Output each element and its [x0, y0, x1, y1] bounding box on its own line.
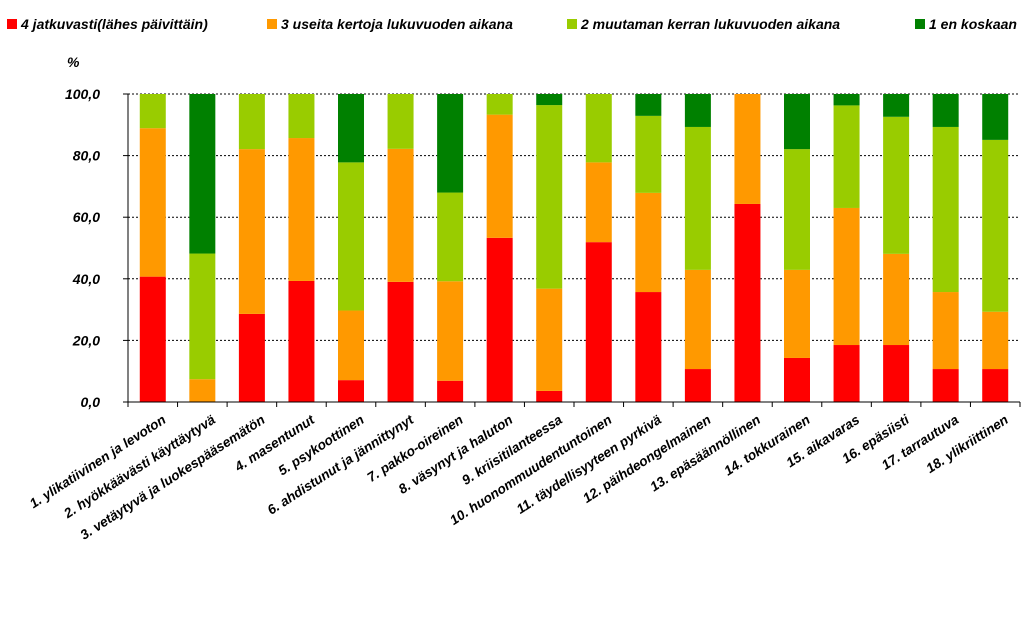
- legend-item: 2 muutaman kerran lukuvuoden aikana: [567, 15, 840, 33]
- bar-segment: [338, 380, 364, 402]
- bar-segment: [189, 94, 216, 254]
- y-tick-label: 100,0: [65, 86, 100, 102]
- bar-segment: [238, 313, 265, 402]
- legend-swatch: [267, 19, 277, 29]
- chart-legend: 4 jatkuvasti(lähes päivittäin) 3 useita k…: [0, 15, 1033, 33]
- y-tick-label: 60,0: [73, 209, 100, 225]
- bar-segment: [486, 237, 513, 402]
- x-category-label: 18. ylikriittinen: [923, 412, 1010, 476]
- bar-segment: [982, 369, 1009, 402]
- bar-segment: [189, 253, 216, 380]
- legend-label: 3 useita kertoja lukuvuoden aikana: [281, 16, 513, 32]
- bar-segment: [932, 126, 959, 293]
- bar-segment: [635, 292, 662, 402]
- bar-segment: [437, 281, 464, 381]
- legend-swatch: [7, 19, 17, 29]
- bar-segment: [883, 94, 910, 117]
- x-category-label: 14. tokkurainen: [721, 412, 812, 479]
- bar-segment: [635, 94, 662, 116]
- bar-segment: [932, 292, 959, 370]
- legend-label: 1 en koskaan: [929, 16, 1017, 32]
- x-category-label: 3. vetäytyvä ja luokespääsemätön: [77, 412, 267, 543]
- bar-segment: [437, 94, 464, 193]
- bar-segment: [833, 94, 860, 106]
- bar-segment: [883, 253, 910, 346]
- bar-segment: [536, 390, 563, 402]
- bar-segment: [982, 139, 1009, 312]
- bar-segment: [784, 94, 810, 150]
- bar-segment: [536, 105, 563, 289]
- bar-segment: [684, 94, 711, 127]
- bar-segment: [486, 94, 513, 115]
- bar-segment: [238, 94, 265, 150]
- bar-segment: [932, 94, 959, 127]
- bar-segment: [784, 149, 810, 270]
- bar-segment: [238, 149, 265, 314]
- bar-segment: [139, 94, 166, 129]
- bar-segment: [338, 94, 364, 163]
- bar-segment: [387, 148, 414, 282]
- legend-swatch: [567, 19, 577, 29]
- bar-segment: [338, 310, 364, 381]
- bar-segment: [437, 192, 464, 282]
- legend-swatch: [915, 19, 925, 29]
- bar-segment: [288, 138, 315, 281]
- bar-segment: [883, 116, 910, 254]
- bar-segment: [139, 276, 166, 402]
- bar-segment: [585, 242, 612, 402]
- bar-segment: [833, 207, 860, 346]
- legend-item: 4 jatkuvasti(lähes päivittäin): [7, 15, 208, 33]
- bar-segment: [486, 114, 513, 238]
- legend-label: 2 muutaman kerran lukuvuoden aikana: [581, 16, 841, 32]
- bar-segment: [338, 162, 364, 311]
- bar-segment: [585, 162, 612, 243]
- y-tick-label: 20,0: [72, 332, 100, 348]
- bar-segment: [833, 105, 860, 208]
- bar-segment: [684, 369, 711, 402]
- legend-label: 4 jatkuvasti(lähes päivittäin): [21, 16, 208, 32]
- bar-segment: [536, 94, 563, 106]
- bar-segment: [635, 115, 662, 193]
- y-tick-label: 0,0: [81, 394, 101, 410]
- y-axis-unit: %: [67, 54, 80, 70]
- bar-segment: [684, 126, 711, 270]
- bar-segment: [833, 345, 860, 402]
- bar-segment: [585, 94, 612, 163]
- legend-item: 1 en koskaan: [915, 15, 1017, 33]
- bar-segment: [387, 281, 414, 402]
- bar-segment: [536, 288, 563, 391]
- bar-segment: [635, 192, 662, 293]
- bar-segment: [684, 269, 711, 370]
- bar-segment: [139, 128, 166, 277]
- y-tick-label: 80,0: [73, 148, 100, 164]
- bar-segment: [288, 94, 315, 139]
- bar-segment: [784, 357, 810, 402]
- bar-segment: [982, 94, 1009, 140]
- legend-item: 3 useita kertoja lukuvuoden aikana: [267, 15, 513, 33]
- bar-segment: [982, 311, 1009, 370]
- bar-segment: [437, 380, 464, 402]
- bar-segment: [288, 280, 315, 402]
- bar-segment: [734, 203, 761, 402]
- bar-segment: [734, 94, 761, 204]
- y-tick-label: 40,0: [72, 271, 100, 287]
- bar-segment: [932, 369, 959, 402]
- bar-segment: [189, 379, 216, 402]
- bar-segment: [883, 345, 910, 402]
- bar-segment: [784, 269, 810, 358]
- bar-segment: [387, 94, 414, 149]
